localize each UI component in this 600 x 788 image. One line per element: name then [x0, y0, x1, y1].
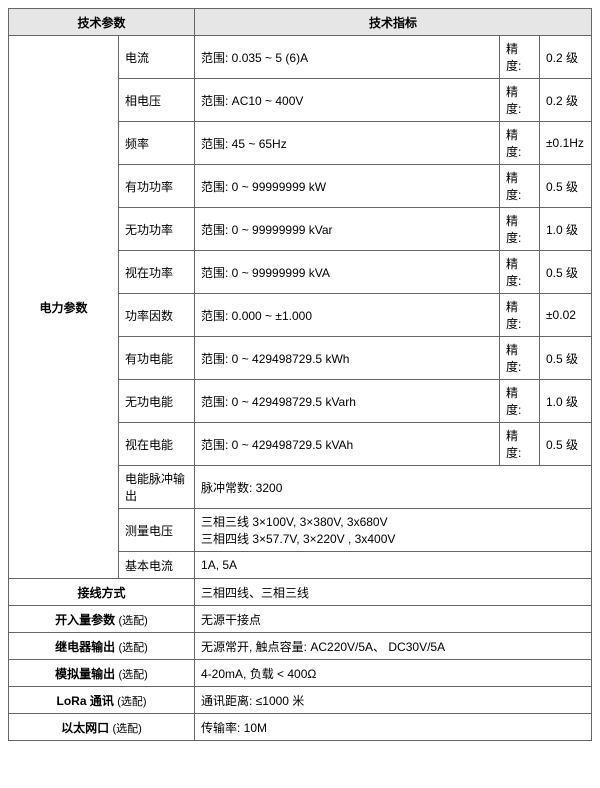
param-range: 范围: 0 ~ 99999999 kVar [195, 208, 500, 251]
table-row: 以太网口 (选配)传输率: 10M [9, 714, 592, 741]
category-lora: LoRa 通讯 (选配) [9, 687, 195, 714]
table-row: 开入量参数 (选配)无源干接点 [9, 606, 592, 633]
header-row: 技术参数 技术指标 [9, 9, 592, 36]
param-value: 1A, 5A [195, 552, 592, 579]
param-label: 有功功率 [119, 165, 195, 208]
param-value: 三相三线 3×100V, 3×380V, 3x680V三相四线 3×57.7V,… [195, 509, 592, 552]
header-left: 技术参数 [9, 9, 195, 36]
precision-value: 1.0 级 [539, 380, 591, 423]
spec-table: 技术参数 技术指标 电力参数电流范围: 0.035 ~ 5 (6)A精度:0.2… [8, 8, 592, 741]
precision-label: 精度: [499, 208, 539, 251]
param-value: 无源常开, 触点容量: AC220V/5A、 DC30V/5A [195, 633, 592, 660]
precision-label: 精度: [499, 36, 539, 79]
param-value: 脉冲常数: 3200 [195, 466, 592, 509]
param-label: 有功电能 [119, 337, 195, 380]
param-value: 传输率: 10M [195, 714, 592, 741]
param-label: 测量电压 [119, 509, 195, 552]
category-di: 开入量参数 (选配) [9, 606, 195, 633]
precision-value: 0.5 级 [539, 165, 591, 208]
category-eth: 以太网口 (选配) [9, 714, 195, 741]
param-label: 频率 [119, 122, 195, 165]
precision-value: 0.5 级 [539, 251, 591, 294]
table-row: 继电器输出 (选配)无源常开, 触点容量: AC220V/5A、 DC30V/5… [9, 633, 592, 660]
param-label: 视在电能 [119, 423, 195, 466]
param-range: 范围: 0 ~ 429498729.5 kVarh [195, 380, 500, 423]
param-range: 范围: 0 ~ 99999999 kVA [195, 251, 500, 294]
precision-value: 0.5 级 [539, 337, 591, 380]
precision-value: ±0.1Hz [539, 122, 591, 165]
param-range: 范围: AC10 ~ 400V [195, 79, 500, 122]
category-power: 电力参数 [9, 36, 119, 579]
param-label: 无功功率 [119, 208, 195, 251]
param-range: 范围: 0.000 ~ ±1.000 [195, 294, 500, 337]
precision-label: 精度: [499, 337, 539, 380]
param-range: 范围: 0 ~ 429498729.5 kWh [195, 337, 500, 380]
param-value: 4-20mA, 负载 < 400Ω [195, 660, 592, 687]
param-label: 电流 [119, 36, 195, 79]
table-row: 接线方式三相四线、三相三线 [9, 579, 592, 606]
param-value: 无源干接点 [195, 606, 592, 633]
precision-value: 1.0 级 [539, 208, 591, 251]
param-range: 范围: 0 ~ 99999999 kW [195, 165, 500, 208]
precision-label: 精度: [499, 380, 539, 423]
category-wiring: 接线方式 [9, 579, 195, 606]
precision-label: 精度: [499, 79, 539, 122]
precision-value: 0.2 级 [539, 79, 591, 122]
param-range: 范围: 0.035 ~ 5 (6)A [195, 36, 500, 79]
param-label: 相电压 [119, 79, 195, 122]
header-right: 技术指标 [195, 9, 592, 36]
param-value: 通讯距离: ≤1000 米 [195, 687, 592, 714]
precision-label: 精度: [499, 251, 539, 294]
param-label: 基本电流 [119, 552, 195, 579]
category-relay: 继电器输出 (选配) [9, 633, 195, 660]
param-value: 三相四线、三相三线 [195, 579, 592, 606]
precision-label: 精度: [499, 165, 539, 208]
precision-label: 精度: [499, 122, 539, 165]
param-label: 无功电能 [119, 380, 195, 423]
param-label: 电能脉冲输出 [119, 466, 195, 509]
category-analog: 模拟量输出 (选配) [9, 660, 195, 687]
precision-label: 精度: [499, 294, 539, 337]
table-row: 电力参数电流范围: 0.035 ~ 5 (6)A精度:0.2 级 [9, 36, 592, 79]
precision-value: 0.2 级 [539, 36, 591, 79]
table-row: 模拟量输出 (选配)4-20mA, 负载 < 400Ω [9, 660, 592, 687]
param-label: 视在功率 [119, 251, 195, 294]
precision-value: 0.5 级 [539, 423, 591, 466]
param-label: 功率因数 [119, 294, 195, 337]
param-range: 范围: 45 ~ 65Hz [195, 122, 500, 165]
param-range: 范围: 0 ~ 429498729.5 kVAh [195, 423, 500, 466]
table-row: LoRa 通讯 (选配)通讯距离: ≤1000 米 [9, 687, 592, 714]
precision-value: ±0.02 [539, 294, 591, 337]
precision-label: 精度: [499, 423, 539, 466]
